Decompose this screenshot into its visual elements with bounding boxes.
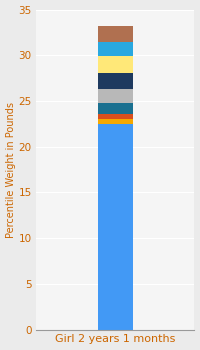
Bar [98, 119, 133, 124]
Y-axis label: Percentile Weight in Pounds: Percentile Weight in Pounds [6, 102, 16, 238]
Bar [98, 42, 133, 56]
Bar [98, 89, 133, 103]
Bar [98, 124, 133, 330]
Bar [98, 26, 133, 42]
Bar [98, 73, 133, 89]
Bar [98, 114, 133, 119]
Bar [98, 103, 133, 114]
Bar [98, 56, 133, 73]
